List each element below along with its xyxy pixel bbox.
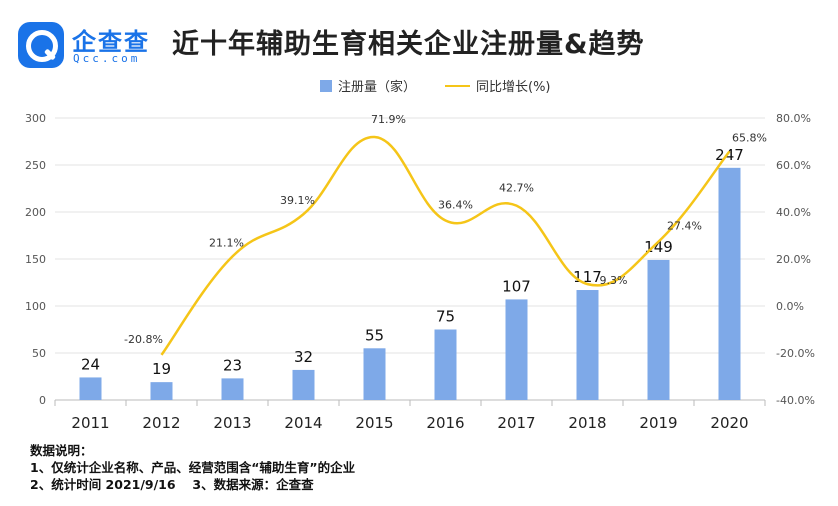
legend-bar-swatch — [320, 80, 332, 92]
y-right-tick-label: 0.0% — [776, 300, 804, 313]
legend-bar-label: 注册量（家） — [338, 79, 416, 95]
bar-value-label: 107 — [502, 277, 531, 295]
logo-subtitle: Qcc.com — [73, 52, 141, 65]
bar — [505, 299, 528, 400]
bar-value-label: 23 — [223, 356, 242, 374]
line-value-label: 39.1% — [280, 194, 315, 207]
notes-heading: 数据说明： — [30, 443, 93, 458]
bar-value-label: 75 — [436, 308, 455, 326]
bar — [434, 329, 457, 400]
bar — [292, 369, 315, 400]
line-value-label: 71.9% — [371, 113, 406, 126]
y-left-tick-label: 300 — [25, 112, 46, 125]
logo: 企查查 Qcc.com — [18, 20, 168, 70]
bar — [221, 378, 244, 400]
line-value-label: 21.1% — [209, 236, 244, 249]
y-left-tick-label: 100 — [25, 300, 46, 313]
line-value-label: 65.8% — [732, 131, 767, 144]
line-value-label: 9.3% — [600, 274, 628, 287]
y-right-tick-label: -20.0% — [776, 347, 815, 360]
growth-line — [160, 135, 731, 356]
x-tick-label: 2013 — [213, 414, 251, 432]
x-tick-label: 2012 — [142, 414, 180, 432]
bar-value-label: 19 — [152, 360, 171, 378]
line-value-label: 36.4% — [438, 198, 473, 211]
y-left-tick-label: 250 — [25, 159, 46, 172]
line-value-label: 27.4% — [667, 220, 702, 233]
bar — [647, 259, 670, 400]
chart-title: 近十年辅助生育相关企业注册量&趋势 — [172, 29, 645, 60]
bar — [576, 290, 599, 400]
bar-value-label: 149 — [644, 238, 673, 256]
y-left-tick-label: 50 — [32, 347, 46, 360]
bar — [363, 348, 386, 400]
line-value-label: 42.7% — [499, 182, 534, 195]
y-right-tick-label: 20.0% — [776, 253, 811, 266]
y-left-tick-label: 150 — [25, 253, 46, 266]
bar — [150, 382, 173, 400]
x-tick-label: 2019 — [639, 414, 677, 432]
y-left-tick-label: 0 — [39, 394, 46, 407]
bar-value-label: 55 — [365, 326, 384, 344]
data-notes: 数据说明： 1、仅统计企业名称、产品、经营范围含“辅助生育”的企业 2、统计时间… — [30, 442, 355, 493]
bar-value-label: 32 — [294, 348, 313, 366]
x-tick-label: 2011 — [71, 414, 109, 432]
y-left-tick-label: 200 — [25, 206, 46, 219]
bar — [79, 377, 102, 400]
x-tick-label: 2020 — [710, 414, 748, 432]
y-right-tick-label: -40.0% — [776, 394, 815, 407]
logo-name: 企查查 — [72, 28, 150, 56]
notes-line-1: 1、仅统计企业名称、产品、经营范围含“辅助生育”的企业 — [30, 460, 356, 475]
y-right-tick-label: 60.0% — [776, 159, 811, 172]
x-tick-label: 2018 — [568, 414, 606, 432]
x-tick-label: 2016 — [426, 414, 464, 432]
x-tick-label: 2014 — [284, 414, 322, 432]
x-tick-label: 2015 — [355, 414, 393, 432]
y-right-tick-label: 40.0% — [776, 206, 811, 219]
line-value-label: -20.8% — [124, 333, 163, 346]
bar-value-label: 24 — [81, 355, 100, 373]
y-right-tick-label: 80.0% — [776, 112, 811, 125]
bar-value-label: 247 — [715, 146, 744, 164]
legend-line-label: 同比增长(%) — [476, 80, 551, 95]
qcc-logo-icon — [18, 22, 64, 68]
notes-line-2: 2、统计时间 2021/9/16 3、数据来源：企查查 — [30, 477, 314, 492]
x-tick-label: 2017 — [497, 414, 535, 432]
bar — [718, 167, 741, 400]
